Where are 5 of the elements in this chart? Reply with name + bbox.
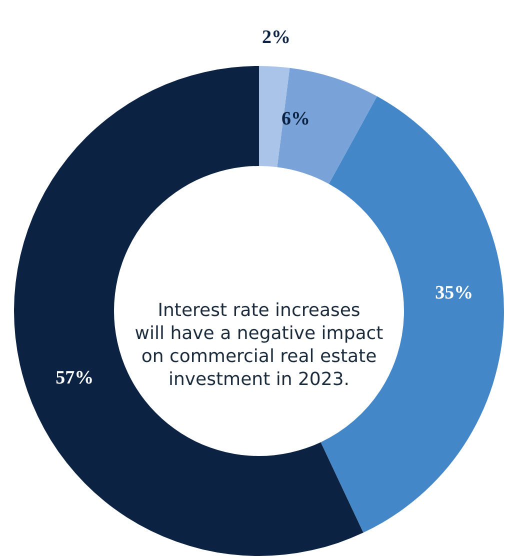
data-label: 6% — [281, 108, 310, 130]
data-label: 35% — [435, 282, 474, 304]
text: Interest rate increases will have a negative impact on commercial real estate investment in 2023. — [134, 300, 384, 390]
data-label: 57% — [56, 367, 94, 388]
data-label: 2% — [262, 27, 290, 48]
